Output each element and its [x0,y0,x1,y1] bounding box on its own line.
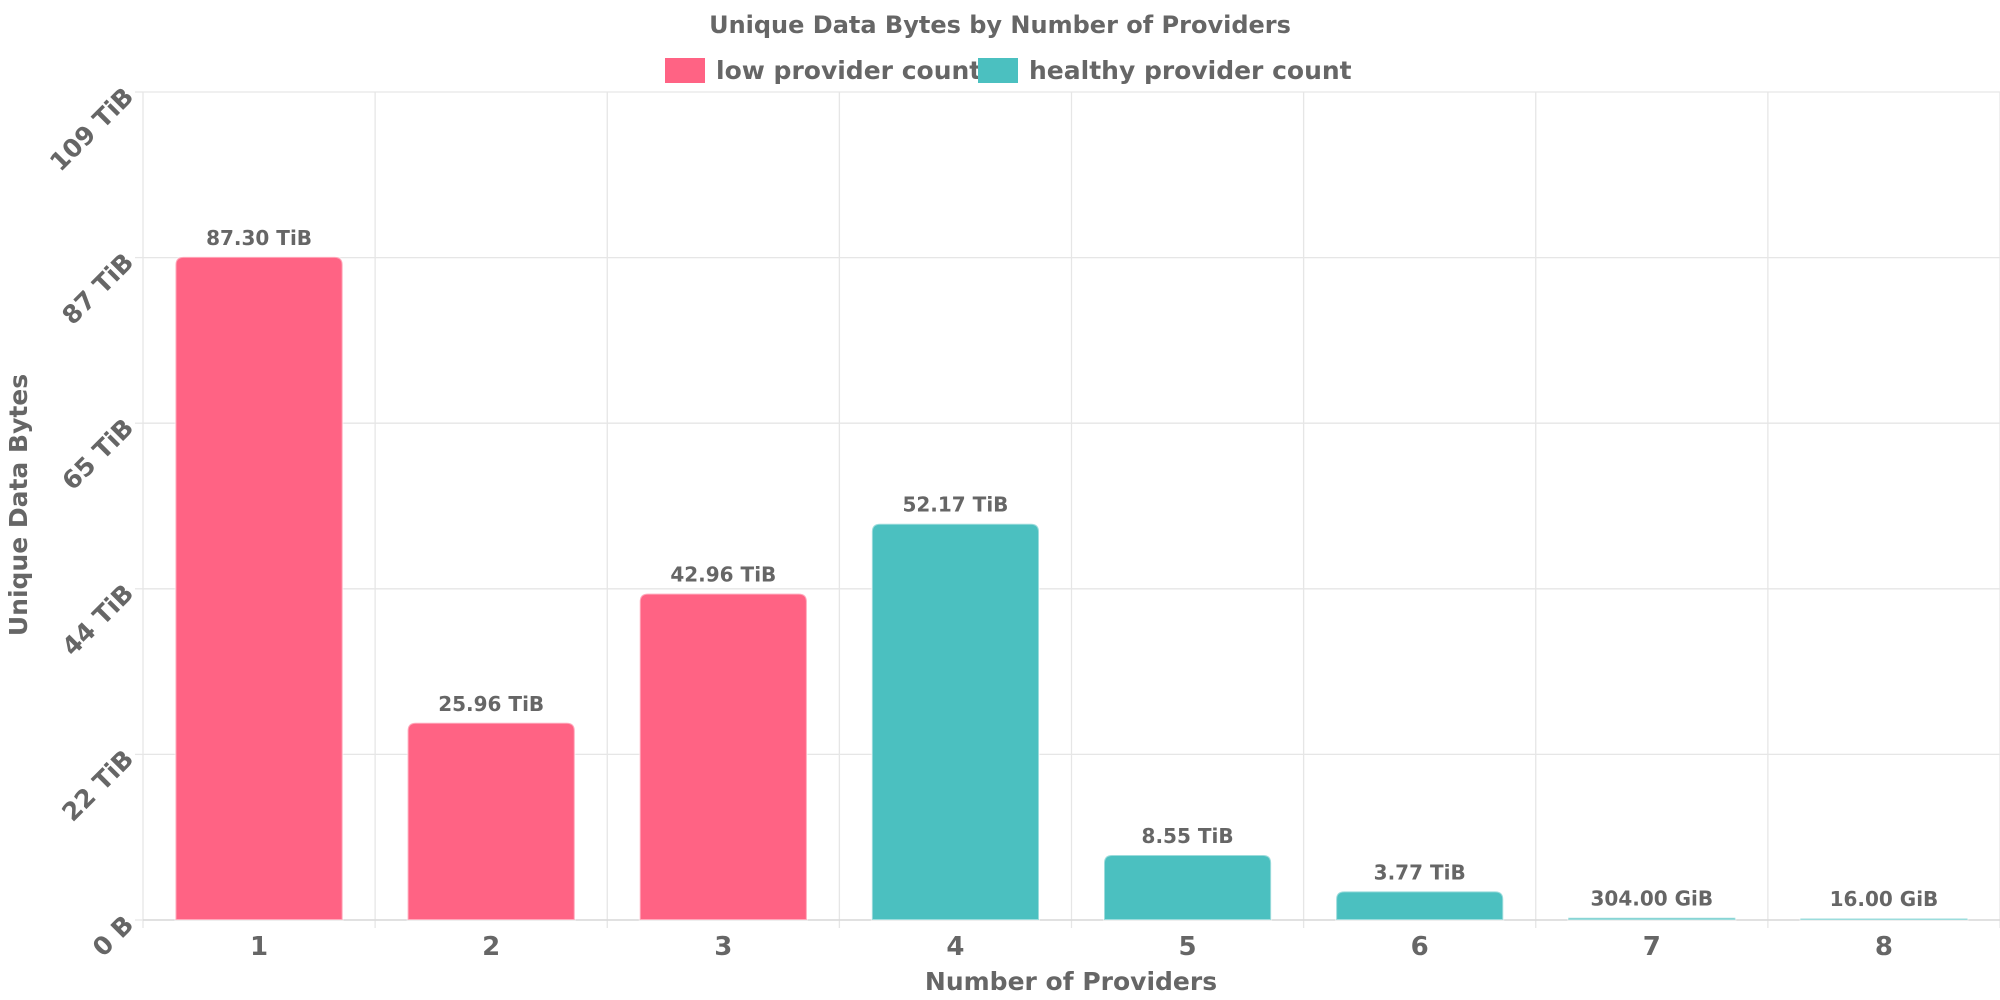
y-tick-label: 22 TiB [56,744,139,827]
x-tick-label: 5 [1179,932,1197,962]
bar-1[interactable] [174,255,344,921]
x-tick-label: 2 [482,932,500,962]
legend[interactable]: low provider count healthy provider coun… [665,56,1352,85]
bar-6[interactable] [1335,890,1505,921]
legend-label-low[interactable]: low provider count [716,56,981,85]
bar-8[interactable] [1799,917,1969,921]
y-tick-label: 65 TiB [56,413,139,496]
bar-4[interactable] [870,522,1040,921]
y-axis-title: Unique Data Bytes [4,374,33,636]
bar-2[interactable] [406,721,576,921]
data-label-5: 8.55 TiB [1142,824,1234,848]
data-label-2: 25.96 TiB [438,692,544,716]
x-tick-label: 6 [1411,932,1429,962]
y-tick-label: 44 TiB [56,579,139,662]
data-label-8: 16.00 GiB [1830,887,1939,911]
data-label-4: 52.17 TiB [902,493,1008,517]
bar-3[interactable] [638,592,808,921]
bars [174,255,1969,921]
data-label-3: 42.96 TiB [670,563,776,587]
y-tick-label: 109 TiB [44,82,139,177]
x-tick-label: 8 [1875,932,1893,962]
data-label-7: 304.00 GiB [1590,887,1713,911]
bar-7[interactable] [1567,916,1737,921]
x-tick-label: 1 [250,932,268,962]
x-axis-title: Number of Providers [925,967,1217,996]
data-label-6: 3.77 TiB [1374,860,1466,884]
x-tick-label: 7 [1643,932,1661,962]
x-axis-ticks: 1 2 3 4 5 6 7 8 [250,932,1893,962]
y-axis-ticks: 0 B 22 TiB 44 TiB 65 TiB 87 TiB 109 TiB [44,82,139,962]
data-labels: 87.30 TiB 25.96 TiB 42.96 TiB 52.17 TiB 8.55… [206,226,1938,911]
legend-swatch-low[interactable] [665,58,705,83]
legend-swatch-healthy[interactable] [978,58,1018,83]
chart-title: Unique Data Bytes by Number of Providers [709,11,1291,39]
x-tick-label: 3 [714,932,732,962]
bar-5[interactable] [1103,854,1273,921]
x-tick-label: 4 [946,932,964,962]
legend-label-healthy[interactable]: healthy provider count [1029,56,1352,85]
data-label-1: 87.30 TiB [206,226,312,250]
y-tick-label: 0 B [87,910,139,962]
y-tick-label: 87 TiB [56,247,139,330]
